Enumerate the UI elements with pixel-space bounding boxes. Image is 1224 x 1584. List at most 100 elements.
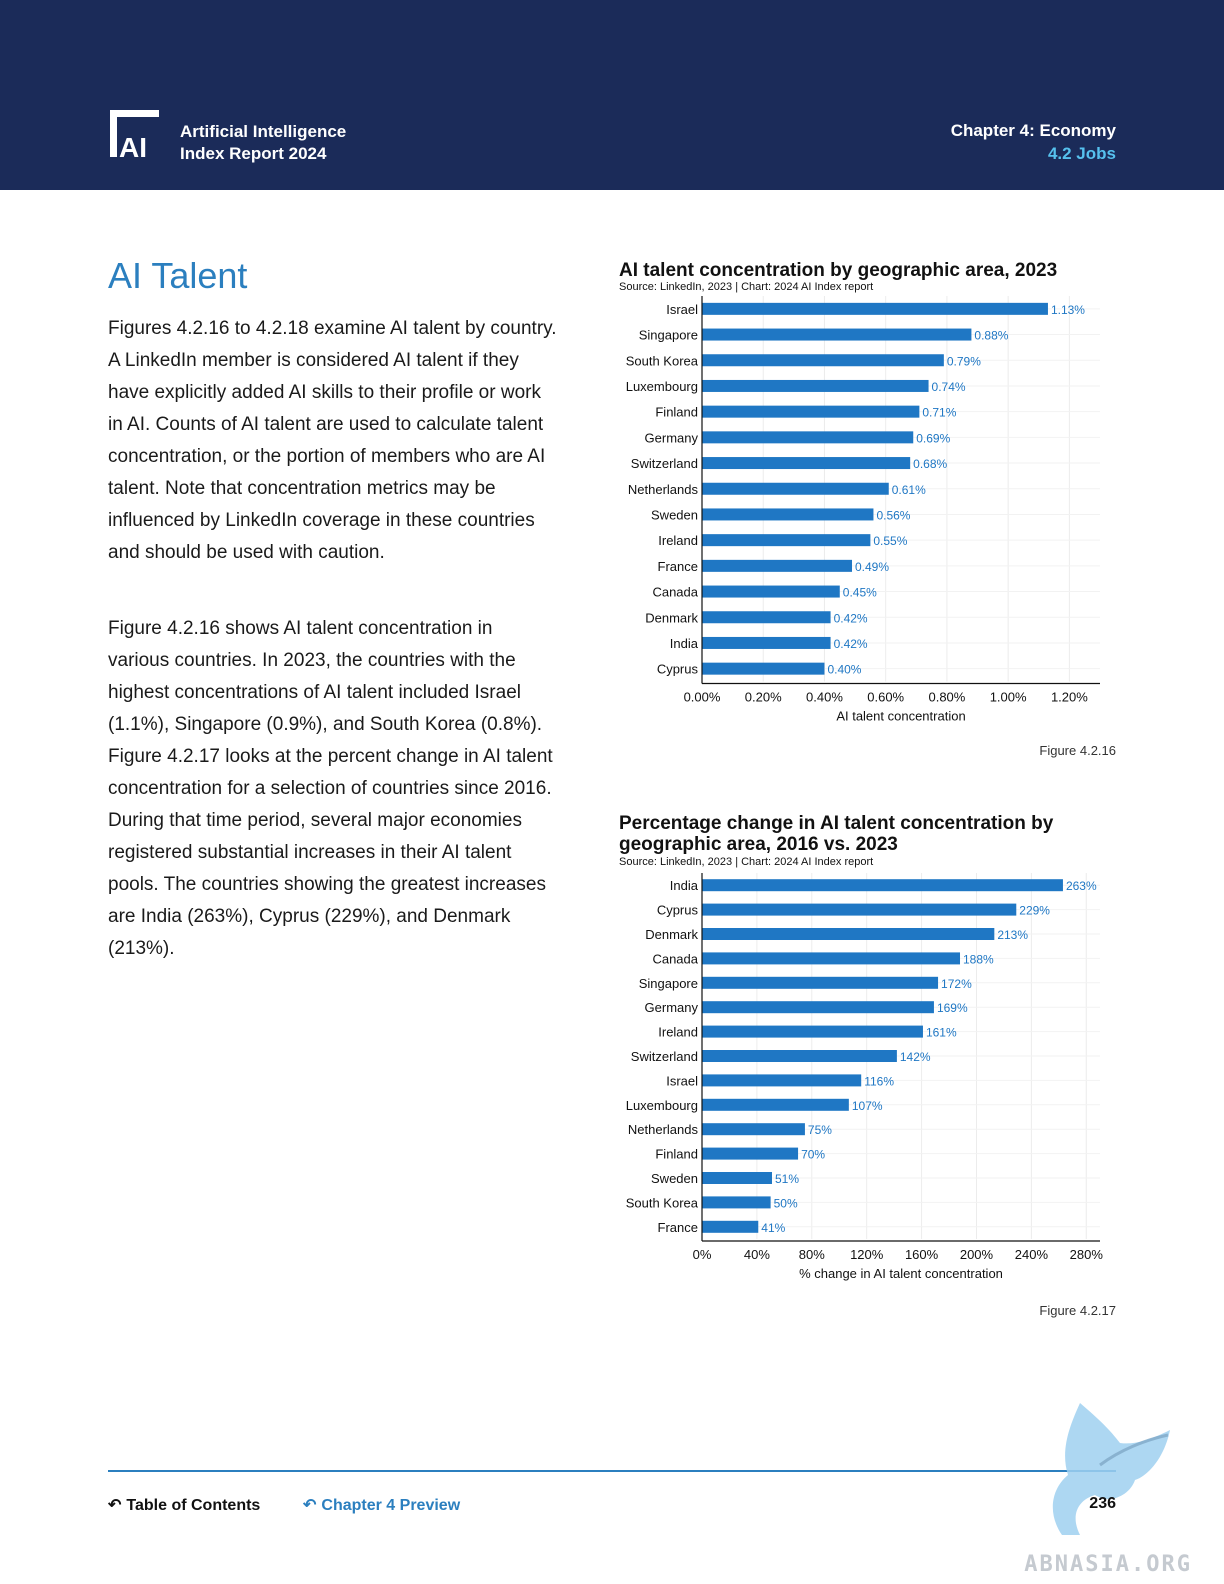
bar-netherlands	[702, 482, 889, 495]
category-label: France	[658, 1220, 698, 1235]
bar-finland	[702, 1147, 799, 1160]
tick-label: 280%	[1070, 1247, 1104, 1262]
bar-canada	[702, 585, 840, 598]
data-label: 116%	[864, 1074, 894, 1088]
category-label: Switzerland	[631, 456, 698, 471]
section-title-link[interactable]: 4.2 Jobs	[1047, 144, 1116, 163]
bar-south-korea	[702, 354, 944, 367]
data-label: 172%	[941, 977, 972, 991]
chart1-svg: Israel 1.13% Singapore 0.88% South Korea 0.79…	[626, 296, 1100, 724]
bar-cyprus	[702, 903, 1017, 916]
chart2-title: Percentage change in AI talent concentra…	[619, 813, 1054, 855]
table-of-contents-link[interactable]: ↶ Table of Contents	[108, 1495, 260, 1515]
data-label: 263%	[1066, 879, 1097, 893]
bar-south-korea	[702, 1196, 771, 1209]
data-label: 229%	[1019, 904, 1050, 918]
bar-israel	[702, 1074, 862, 1087]
data-label: 0.61%	[892, 483, 926, 497]
data-label: 75%	[808, 1123, 832, 1137]
category-label: Israel	[666, 302, 698, 317]
tick-label: 40%	[744, 1247, 770, 1262]
bar-germany	[702, 431, 914, 444]
data-label: 0.42%	[834, 637, 868, 651]
category-label: Singapore	[639, 976, 698, 991]
category-label: Canada	[652, 951, 698, 966]
bar-france	[702, 559, 853, 572]
data-label: 0.56%	[876, 508, 910, 522]
category-label: Denmark	[645, 610, 698, 625]
tick-label: 0.60%	[867, 690, 904, 705]
x-axis-title: AI talent concentration	[836, 709, 965, 724]
tick-label: 0.20%	[745, 690, 782, 705]
category-label: Ireland	[658, 533, 698, 548]
data-label: 0.49%	[855, 560, 889, 574]
data-label: 50%	[774, 1196, 798, 1210]
bar-cyprus	[702, 662, 825, 675]
tick-label: 0.00%	[684, 690, 721, 705]
bar-canada	[702, 952, 961, 965]
watermark-text: ABNASIA.ORG	[1024, 1552, 1192, 1577]
body-paragraph-1: Figures 4.2.16 to 4.2.18 examine AI tale…	[108, 318, 557, 563]
bar-ireland	[702, 534, 871, 547]
data-label: 169%	[937, 1001, 968, 1015]
bar-denmark	[702, 928, 995, 940]
bar-switzerland	[702, 1050, 897, 1062]
category-label: Luxembourg	[626, 379, 698, 394]
tick-label: 200%	[960, 1247, 994, 1262]
bar-denmark	[702, 611, 831, 624]
data-label: 0.88%	[974, 329, 1008, 343]
category-label: Ireland	[658, 1025, 698, 1040]
category-label: Cyprus	[657, 662, 699, 677]
chart2-svg: India 263% Cyprus 229% Denmark 213% Canada 188%…	[626, 873, 1104, 1281]
bar-sweden	[702, 508, 874, 521]
body-paragraph-2: Figure 4.2.16 shows AI talent concentrat…	[108, 618, 553, 959]
category-label: Singapore	[639, 328, 698, 343]
toc-label: Table of Contents	[126, 1497, 261, 1514]
chapter-preview-link[interactable]: ↶ Chapter 4 Preview	[303, 1495, 460, 1515]
bar-india	[702, 636, 831, 649]
bar-luxembourg	[702, 1098, 849, 1111]
report-name-line1: Artificial Intelligence	[180, 122, 347, 141]
bar-singapore	[702, 976, 939, 989]
tick-label: 1.00%	[990, 690, 1027, 705]
griffin-watermark-icon	[1052, 1403, 1170, 1535]
chapter-info: Chapter 4: Economy 4.2 Jobs	[951, 119, 1116, 165]
bar-singapore	[702, 328, 972, 341]
return-arrow-icon: ↶	[303, 1497, 317, 1514]
bar-france	[702, 1220, 759, 1233]
chapter-title[interactable]: Chapter 4: Economy	[950, 121, 1116, 140]
data-label: 0.71%	[922, 406, 956, 420]
data-label: 107%	[852, 1099, 883, 1113]
category-label: Sweden	[651, 507, 698, 522]
chart1-figure-label: Figure 4.2.16	[1039, 743, 1116, 758]
data-label: 70%	[801, 1148, 825, 1162]
data-label: 41%	[761, 1221, 785, 1235]
category-label: Cyprus	[657, 903, 699, 918]
category-label: France	[658, 559, 698, 574]
ai-index-logo-icon: AI	[110, 110, 159, 161]
logo-text: AI	[119, 132, 147, 161]
category-label: South Korea	[626, 353, 699, 368]
data-label: 0.55%	[873, 534, 907, 548]
x-axis-title: % change in AI talent concentration	[799, 1266, 1003, 1281]
page-title: AI Talent	[108, 255, 248, 296]
data-label: 188%	[963, 952, 994, 966]
report-name-line2: Index Report 2024	[180, 144, 327, 163]
report-header: AI Artificial Intelligence Index Report …	[0, 0, 1224, 190]
category-label: Finland	[655, 1147, 698, 1162]
tick-label: 0.40%	[806, 690, 843, 705]
data-label: 161%	[926, 1026, 957, 1040]
bar-sweden	[702, 1172, 772, 1184]
bar-india	[702, 879, 1063, 892]
bar-germany	[702, 1001, 934, 1014]
data-label: 0.69%	[916, 431, 950, 445]
data-label: 142%	[900, 1050, 931, 1064]
tick-label: 0%	[693, 1247, 712, 1262]
category-label: Israel	[666, 1073, 698, 1088]
footer-divider	[108, 1470, 1116, 1472]
data-label: 0.45%	[843, 586, 877, 600]
tick-label: 80%	[799, 1247, 825, 1262]
data-label: 0.68%	[913, 457, 947, 471]
data-label: 0.79%	[947, 354, 981, 368]
category-label: Germany	[645, 1000, 699, 1015]
